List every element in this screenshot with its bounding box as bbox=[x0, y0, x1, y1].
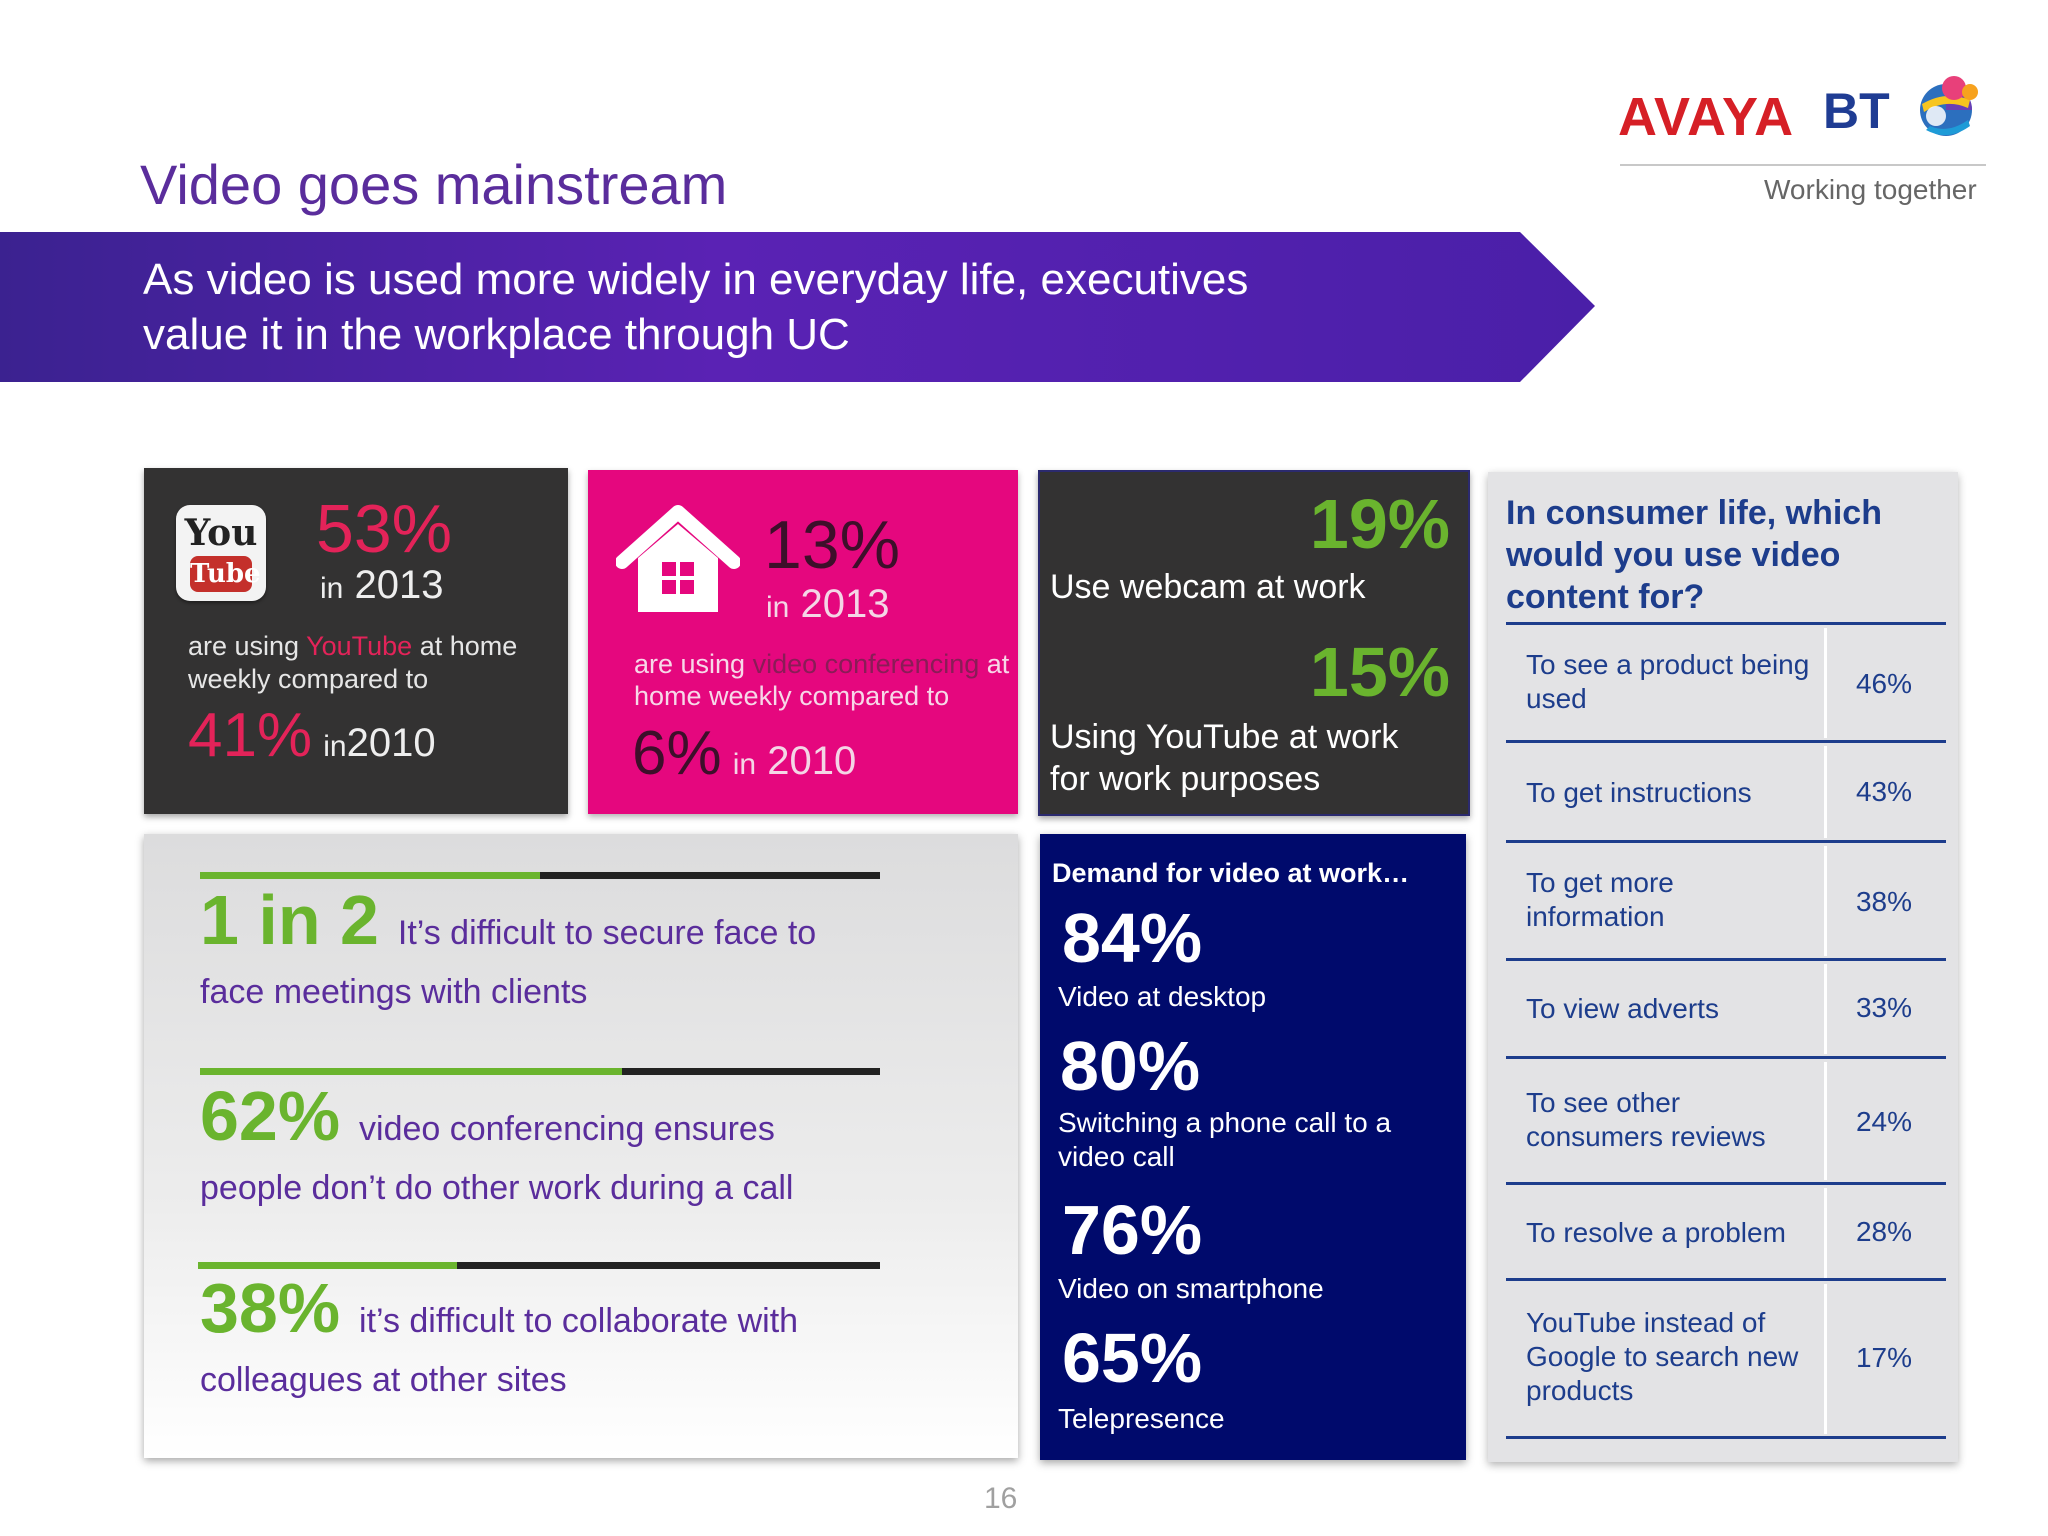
table-row-value: 38% bbox=[1855, 886, 1913, 917]
bt-globe-icon bbox=[1920, 76, 1978, 136]
youtube-compare: 41% in2010 bbox=[188, 701, 436, 770]
table-column-divider bbox=[1824, 846, 1827, 956]
vc-compare: 6% in 2010 bbox=[632, 719, 857, 788]
table-rule bbox=[1506, 1182, 1946, 1185]
stat-2-text-line2: people don’t do other work during a call bbox=[200, 1169, 794, 1207]
demand-percent: 84% bbox=[1062, 899, 1203, 977]
banner-line-1: As video is used more widely in everyday… bbox=[143, 255, 1249, 304]
table-rule bbox=[1506, 958, 1946, 961]
demand-percent: 65% bbox=[1062, 1319, 1203, 1397]
youtube-work-percent: 15% bbox=[1309, 633, 1450, 711]
webcam-label: Use webcam at work bbox=[1050, 568, 1366, 606]
webcam-percent: 19% bbox=[1309, 485, 1450, 563]
youtube-percent: 53% bbox=[316, 491, 453, 567]
logo-divider bbox=[1620, 164, 1986, 166]
table-row-value: 43% bbox=[1855, 776, 1913, 807]
table-row-label: To view adverts bbox=[1526, 993, 1719, 1024]
table-row-label: To resolve a problem bbox=[1526, 1217, 1786, 1248]
tagline: Working together bbox=[1764, 174, 1977, 205]
demand-label: Switching a phone call to a video call bbox=[1058, 1107, 1392, 1172]
table-column-divider bbox=[1824, 746, 1827, 838]
table-column-divider bbox=[1824, 1284, 1827, 1434]
stat-3-text: 38% it’s difficult to collaborate with bbox=[200, 1269, 799, 1347]
stat-2-text: 62% video conferencing ensures bbox=[200, 1077, 775, 1155]
table-row-value: 24% bbox=[1855, 1106, 1913, 1137]
bt-logo: BT bbox=[1823, 83, 1890, 139]
demand-panel bbox=[1040, 834, 1466, 1460]
table-row-value: 28% bbox=[1855, 1216, 1913, 1247]
banner-text: As video is used more widely in everyday… bbox=[143, 252, 1443, 362]
table-rule bbox=[1506, 622, 1946, 625]
demand-label: Telepresence bbox=[1058, 1403, 1225, 1434]
consumer-table-panel bbox=[1488, 472, 1958, 1462]
table-row-value: 17% bbox=[1855, 1342, 1913, 1373]
table-rule bbox=[1506, 840, 1946, 843]
table-column-divider bbox=[1824, 964, 1827, 1054]
stat-bar bbox=[200, 872, 880, 879]
webcam-tile bbox=[1038, 470, 1470, 816]
stat-3-text-line2: colleagues at other sites bbox=[200, 1361, 567, 1399]
table-column-divider bbox=[1824, 1188, 1827, 1278]
page-title: Video goes mainstream bbox=[140, 153, 728, 216]
vc-percent: 13% bbox=[764, 507, 901, 583]
table-rule bbox=[1506, 740, 1946, 743]
stat-bar bbox=[198, 1262, 880, 1269]
house-icon bbox=[616, 505, 740, 612]
stat-bar-fill bbox=[198, 1262, 458, 1269]
youtube-work-label: Using YouTube at work for work purposes bbox=[1050, 718, 1399, 798]
youtube-year: in 2013 bbox=[320, 563, 444, 607]
demand-percent: 80% bbox=[1060, 1027, 1201, 1105]
demand-label: Video at desktop bbox=[1058, 981, 1267, 1012]
youtube-logo-tube: Tube bbox=[190, 556, 261, 592]
table-row-label: To see a product being used bbox=[1526, 649, 1810, 714]
consumer-table-title: In consumer life, which would you use vi… bbox=[1506, 494, 1882, 616]
table-row-label: To see other consumers reviews bbox=[1526, 1087, 1766, 1152]
stat-1-text: 1 in 2 It’s difficult to secure face to bbox=[200, 881, 817, 959]
headline-banner bbox=[0, 232, 1595, 382]
table-row-label: To get more information bbox=[1526, 867, 1674, 932]
table-column-divider bbox=[1824, 628, 1827, 738]
table-row-value: 46% bbox=[1855, 668, 1913, 699]
vc-description: are using video conferencing at home wee… bbox=[634, 649, 1010, 711]
stat-1-text-line2: face meetings with clients bbox=[200, 973, 588, 1011]
table-row-label: YouTube instead of Google to search new … bbox=[1526, 1307, 1799, 1406]
table-column-divider bbox=[1824, 1062, 1827, 1180]
page-number: 16 bbox=[984, 1482, 1018, 1515]
demand-label: Video on smartphone bbox=[1058, 1273, 1324, 1304]
stat-bar bbox=[200, 1068, 880, 1075]
stat-bar-fill bbox=[200, 1068, 622, 1075]
stat-bar-fill bbox=[200, 872, 540, 879]
table-rule bbox=[1506, 1436, 1946, 1439]
table-row-value: 33% bbox=[1855, 992, 1913, 1023]
demand-title: Demand for video at work… bbox=[1052, 858, 1410, 888]
youtube-description: are using YouTube at home weekly compare… bbox=[188, 631, 518, 694]
vc-year: in 2013 bbox=[766, 582, 890, 626]
table-rule bbox=[1506, 1278, 1946, 1281]
table-rule bbox=[1506, 1056, 1946, 1059]
workplace-stats-panel bbox=[144, 834, 1018, 1458]
demand-percent: 76% bbox=[1062, 1191, 1203, 1269]
table-row-label: To get instructions bbox=[1526, 777, 1752, 808]
banner-line-2: value it in the workplace through UC bbox=[143, 310, 850, 359]
youtube-logo-you: You bbox=[184, 512, 258, 554]
avaya-logo: AVAYA bbox=[1618, 87, 1795, 147]
